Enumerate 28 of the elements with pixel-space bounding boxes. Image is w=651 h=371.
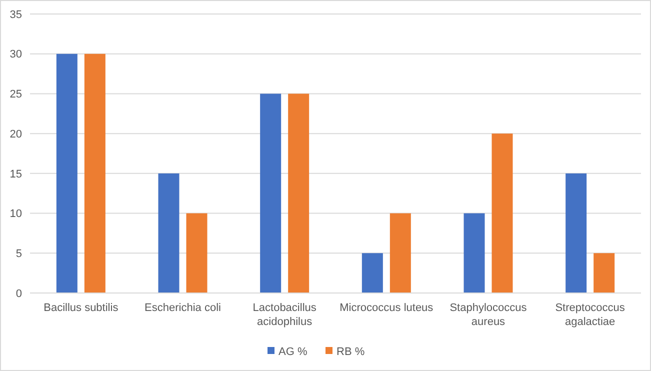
bar (260, 94, 282, 293)
y-tick-label: 10 (10, 208, 22, 220)
legend-label: AG % (278, 346, 308, 358)
y-tick-label: 15 (10, 168, 22, 180)
bar (186, 213, 208, 293)
x-tick-label: Micrococcus luteus (340, 302, 434, 314)
x-tick-label: Streptococcus agalactiae (555, 302, 626, 328)
bar (288, 94, 310, 293)
y-tick-label: 5 (16, 248, 22, 260)
bar (594, 253, 615, 293)
y-tick-label: 0 (16, 288, 22, 300)
bar (566, 173, 587, 293)
y-tick-label: 20 (10, 128, 22, 140)
bar (84, 54, 106, 293)
x-tick-label: Lactobacillus acidophilus (252, 302, 317, 328)
bar (390, 213, 411, 293)
bar (492, 134, 513, 293)
x-tick-label: Bacillus subtilis (44, 302, 119, 314)
bar (56, 54, 78, 293)
x-tick-label: Escherichia coli (144, 302, 221, 314)
y-tick-label: 35 (10, 8, 22, 21)
legend-label: RB % (336, 346, 365, 358)
y-tick-label: 30 (10, 48, 22, 61)
x-tick-label: Staphylococcus aureus (450, 302, 528, 328)
bar (464, 213, 485, 293)
bar (158, 173, 180, 293)
y-tick-label: 25 (10, 88, 22, 101)
bar (362, 253, 383, 293)
